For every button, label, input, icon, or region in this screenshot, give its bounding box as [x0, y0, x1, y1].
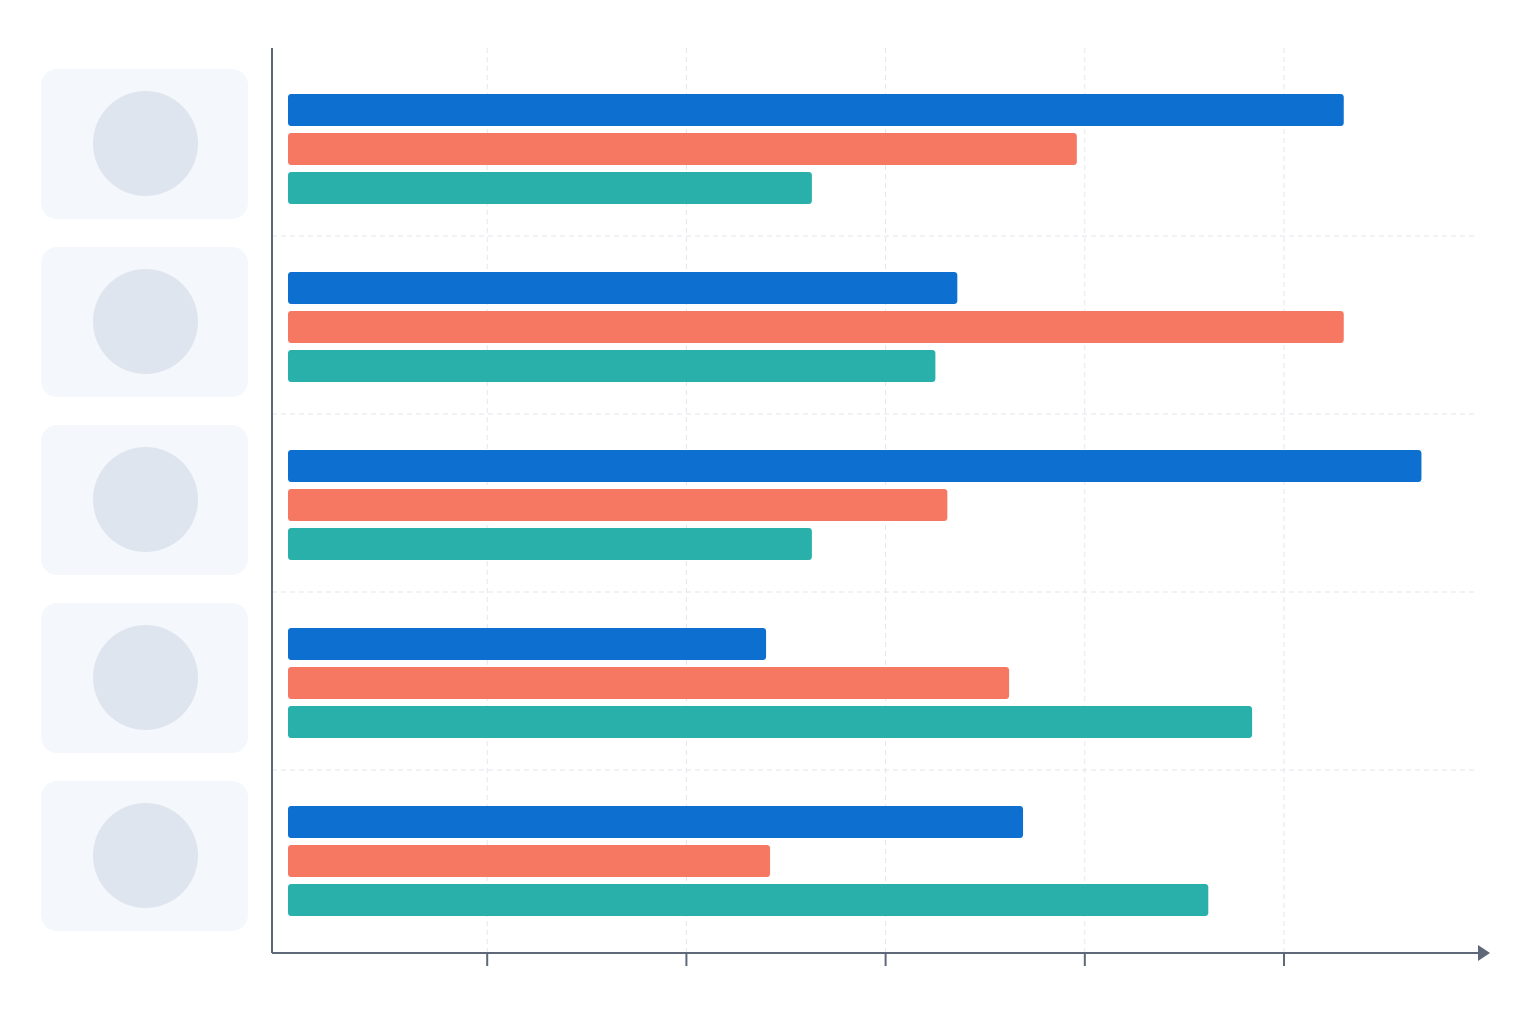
category-card-2: [41, 247, 248, 397]
bar-series1-category2: [288, 272, 958, 304]
bar-series3-category3: [288, 528, 812, 560]
x-axis-arrow-icon: [1478, 945, 1490, 961]
category-card-1: [41, 69, 248, 219]
avatar-placeholder-icon: [93, 447, 198, 552]
bar-series3-category2: [288, 350, 936, 382]
category-card-5: [41, 781, 248, 931]
bar-series1-category1: [288, 94, 1344, 126]
bar-series3-category4: [288, 706, 1253, 738]
bar-series2-category2: [288, 311, 1344, 343]
bar-series2-category4: [288, 667, 1010, 699]
avatar-placeholder-icon: [93, 803, 198, 908]
category-card-3: [41, 425, 248, 575]
bar-series1-category5: [288, 806, 1024, 838]
bar-series2-category3: [288, 489, 948, 521]
avatar-placeholder-icon: [93, 269, 198, 374]
bar-series3-category1: [288, 172, 812, 204]
bar-series3-category5: [288, 884, 1209, 916]
bar-series1-category3: [288, 450, 1422, 482]
avatar-placeholder-icon: [93, 91, 198, 196]
bar-series2-category5: [288, 845, 771, 877]
bar-series1-category4: [288, 628, 767, 660]
bar-series2-category1: [288, 133, 1077, 165]
category-card-4: [41, 603, 248, 753]
avatar-placeholder-icon: [93, 625, 198, 730]
